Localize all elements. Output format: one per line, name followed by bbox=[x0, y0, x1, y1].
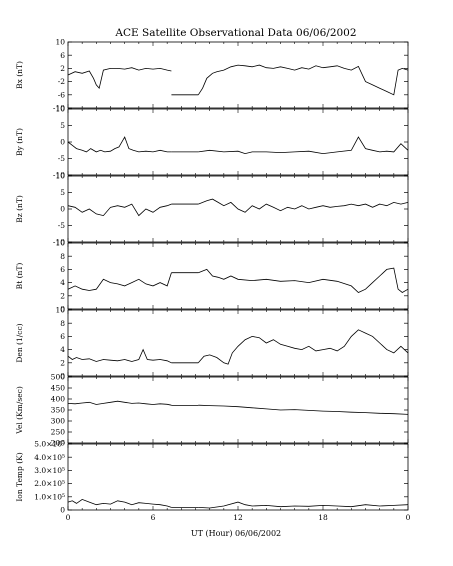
y-tick-label: 4.0×10⁵ bbox=[34, 453, 65, 462]
x-tick-labels: 0 6 12 18 0 bbox=[66, 513, 411, 522]
y-axis-label: Bx (nT) bbox=[15, 61, 24, 89]
y-tick-label: 10 bbox=[55, 172, 65, 181]
y-axis-label: Ion Temp (K) bbox=[15, 452, 24, 501]
x-tick-label: 6 bbox=[151, 513, 156, 522]
y-tick-label: 400 bbox=[51, 395, 66, 404]
series-line-1 bbox=[197, 329, 409, 365]
series-line-0 bbox=[67, 348, 172, 364]
y-tick-label: 6 bbox=[60, 51, 65, 60]
panel-frame bbox=[67, 108, 409, 176]
panel-4: 10 8 6 4 2 0 Den (1/cc) bbox=[15, 306, 409, 381]
panel-frame bbox=[67, 242, 409, 310]
x-tick-label: 0 bbox=[406, 513, 411, 522]
series-line-1 bbox=[198, 501, 409, 509]
series-line-0 bbox=[67, 136, 172, 153]
series-line-1 bbox=[198, 136, 409, 155]
y-tick-label: 10 bbox=[55, 306, 65, 315]
y-tick-label: 0 bbox=[60, 305, 65, 314]
series-line-0 bbox=[67, 498, 172, 508]
y-axis-label: Bt (nT) bbox=[15, 263, 24, 290]
y-tick-label: 500 bbox=[51, 373, 66, 382]
y-axis-label: Den (1/cc) bbox=[15, 323, 24, 362]
y-tick-label: -10 bbox=[53, 171, 65, 180]
panel-5: 500 450 400 350 300 250 200 Vel (Km/sec) bbox=[15, 373, 409, 448]
panel-1: 10 5 0 -5 -10 By (nT) bbox=[15, 105, 409, 180]
y-axis-label: Bz (nT) bbox=[15, 195, 24, 223]
y-tick-label: 2 bbox=[60, 358, 65, 367]
x-tick-label: 0 bbox=[66, 513, 71, 522]
series-line-1 bbox=[197, 64, 409, 96]
y-tick-label: 3.0×10⁵ bbox=[34, 466, 65, 475]
panel-3: 10 8 6 4 2 0 Bt (nT) bbox=[15, 239, 409, 314]
panel-frame bbox=[67, 41, 409, 109]
y-tick-label: 8 bbox=[60, 252, 65, 261]
x-axis-label: UT (Hour) 06/06/2002 bbox=[191, 529, 281, 538]
y-tick-label: 0 bbox=[60, 506, 65, 515]
y-tick-label: 200 bbox=[51, 439, 66, 448]
panel-frame bbox=[67, 376, 409, 444]
series-line-0 bbox=[67, 272, 172, 291]
y-tick-label: -10 bbox=[53, 238, 65, 247]
y-tick-label: -6 bbox=[58, 90, 66, 99]
y-tick-label: -5 bbox=[58, 154, 66, 163]
x-tick-label: 12 bbox=[233, 513, 243, 522]
y-tick-label: 4 bbox=[60, 278, 65, 287]
y-tick-label: 8 bbox=[60, 319, 65, 328]
y-tick-label: 5 bbox=[60, 121, 65, 130]
y-tick-label: 350 bbox=[51, 406, 66, 415]
panel-0: 10 6 2 -2 -6 -10 Bx (nT) bbox=[15, 38, 409, 113]
y-tick-label: 250 bbox=[51, 428, 66, 437]
y-tick-label: 10 bbox=[55, 239, 65, 248]
y-axis-label: By (nT) bbox=[15, 128, 24, 156]
series-line-0 bbox=[67, 203, 172, 217]
chart-title: ACE Satellite Observational Data 06/06/2… bbox=[114, 27, 356, 39]
panel-6: 5.0×10⁵ 4.0×10⁵ 3.0×10⁵ 2.0×10⁵ 1.0×10⁵ 0 Ion … bbox=[15, 440, 409, 515]
x-tick-label: 18 bbox=[318, 513, 328, 522]
y-tick-label: 0 bbox=[60, 205, 65, 214]
y-tick-label: 6 bbox=[60, 332, 65, 341]
y-tick-label: -10 bbox=[53, 104, 65, 113]
y-tick-label: 0 bbox=[60, 138, 65, 147]
series-line-1 bbox=[198, 267, 409, 293]
y-tick-label: 6 bbox=[60, 265, 65, 274]
y-axis-label: Vel (Km/sec) bbox=[15, 386, 24, 435]
series-line-1 bbox=[198, 404, 409, 415]
y-tick-label: 450 bbox=[51, 384, 66, 393]
series-line-0 bbox=[67, 67, 172, 90]
y-tick-label: 5 bbox=[60, 188, 65, 197]
y-tick-label: -2 bbox=[58, 77, 66, 86]
y-tick-label: 1.0×10⁵ bbox=[34, 492, 65, 501]
y-tick-label: 0 bbox=[60, 372, 65, 381]
y-tick-label: 2.0×10⁵ bbox=[34, 479, 65, 488]
y-tick-label: 5.0×10⁵ bbox=[34, 440, 65, 449]
panels-group: 10 6 2 -2 -6 -10 Bx (nT) 10 5 0 -5 -10 By (nT) 10 5 0 -5… bbox=[15, 38, 409, 515]
y-tick-label: 300 bbox=[51, 417, 66, 426]
y-tick-label: 10 bbox=[55, 38, 65, 47]
y-tick-label: 10 bbox=[55, 105, 65, 114]
panel-frame bbox=[67, 309, 409, 377]
y-tick-label: 2 bbox=[60, 291, 65, 300]
y-tick-label: -5 bbox=[58, 221, 66, 230]
y-tick-label: 2 bbox=[60, 64, 65, 73]
series-line-0 bbox=[67, 400, 172, 406]
series-line-1 bbox=[198, 198, 409, 213]
y-tick-label: 4 bbox=[60, 345, 65, 354]
panel-frame bbox=[67, 443, 409, 511]
panel-2: 10 5 0 -5 -10 Bz (nT) bbox=[15, 172, 409, 247]
